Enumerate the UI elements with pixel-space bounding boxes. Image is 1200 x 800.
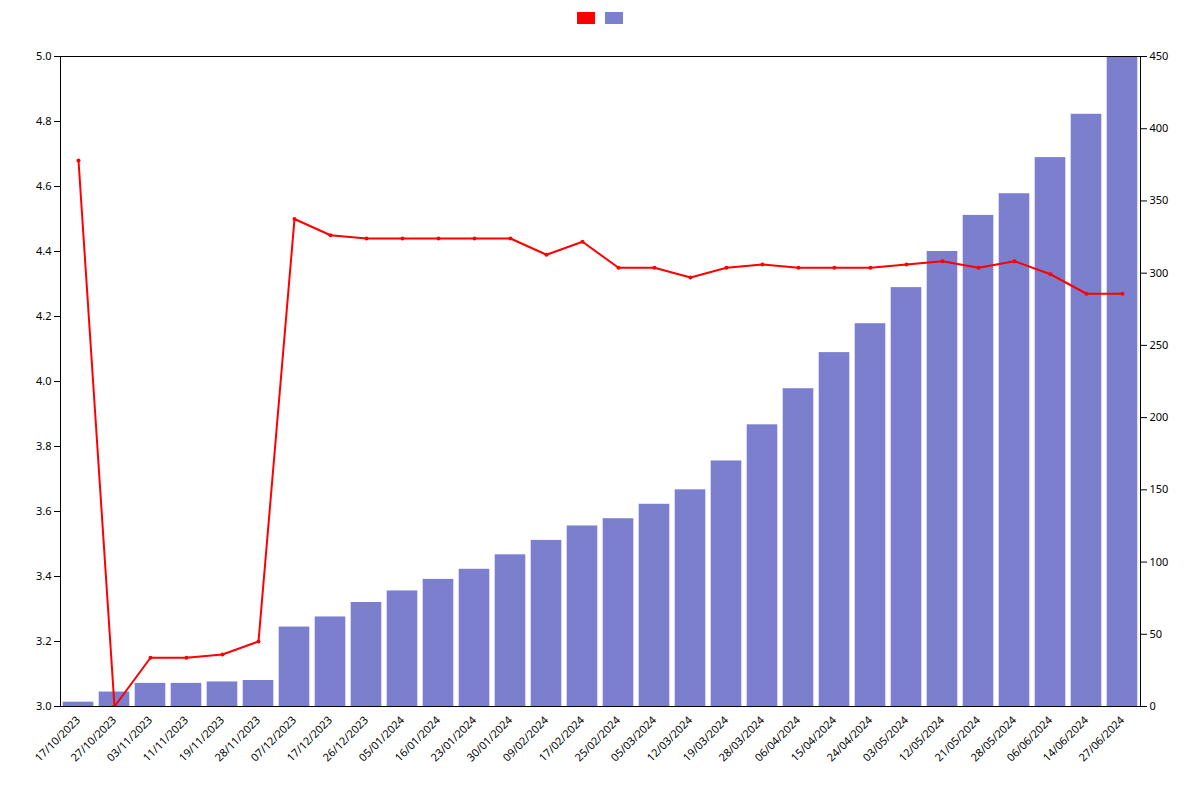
svg-text:14/06/2024: 14/06/2024 xyxy=(1039,712,1092,765)
svg-text:0: 0 xyxy=(1150,698,1156,713)
svg-text:250: 250 xyxy=(1150,337,1169,352)
svg-text:400: 400 xyxy=(1150,120,1169,135)
svg-text:450: 450 xyxy=(1150,48,1169,63)
svg-text:27/06/2024: 27/06/2024 xyxy=(1075,712,1127,764)
svg-text:28/03/2024: 28/03/2024 xyxy=(715,712,768,765)
svg-text:3.4: 3.4 xyxy=(36,568,52,583)
svg-text:12/05/2024: 12/05/2024 xyxy=(895,712,948,765)
svg-text:150: 150 xyxy=(1150,481,1169,496)
svg-text:4.8: 4.8 xyxy=(36,113,52,128)
svg-text:17/10/2023: 17/10/2023 xyxy=(31,712,84,765)
svg-text:16/01/2024: 16/01/2024 xyxy=(391,712,444,765)
svg-text:28/05/2024: 28/05/2024 xyxy=(967,712,1020,765)
svg-text:07/12/2023: 07/12/2023 xyxy=(247,712,300,765)
svg-text:28/11/2023: 28/11/2023 xyxy=(211,712,264,765)
svg-text:200: 200 xyxy=(1150,409,1169,424)
svg-text:3.0: 3.0 xyxy=(36,698,52,713)
svg-text:09/02/2024: 09/02/2024 xyxy=(499,712,552,765)
svg-text:4.0: 4.0 xyxy=(36,373,52,388)
svg-text:21/05/2024: 21/05/2024 xyxy=(931,712,984,765)
svg-text:5.0: 5.0 xyxy=(36,48,52,63)
svg-text:4.6: 4.6 xyxy=(36,178,52,193)
svg-text:25/02/2024: 25/02/2024 xyxy=(571,712,624,765)
svg-text:15/04/2024: 15/04/2024 xyxy=(787,712,840,765)
svg-text:06/04/2024: 06/04/2024 xyxy=(751,712,804,765)
svg-text:12/03/2024: 12/03/2024 xyxy=(643,712,696,765)
svg-text:27/10/2023: 27/10/2023 xyxy=(67,712,120,765)
svg-text:50: 50 xyxy=(1150,626,1163,641)
svg-text:03/05/2024: 03/05/2024 xyxy=(859,712,912,765)
svg-text:03/11/2023: 03/11/2023 xyxy=(103,712,156,765)
svg-text:06/06/2024: 06/06/2024 xyxy=(1003,712,1056,765)
svg-text:3.8: 3.8 xyxy=(36,438,52,453)
svg-text:23/01/2024: 23/01/2024 xyxy=(427,712,480,765)
svg-text:4.2: 4.2 xyxy=(36,308,52,323)
svg-text:350: 350 xyxy=(1150,192,1169,207)
svg-text:24/04/2024: 24/04/2024 xyxy=(823,712,876,765)
svg-text:100: 100 xyxy=(1150,554,1169,569)
svg-text:05/01/2024: 05/01/2024 xyxy=(355,712,408,765)
svg-text:3.2: 3.2 xyxy=(36,633,52,648)
svg-text:3.6: 3.6 xyxy=(36,503,52,518)
svg-text:19/03/2024: 19/03/2024 xyxy=(679,712,732,765)
svg-text:05/03/2024: 05/03/2024 xyxy=(607,712,660,765)
svg-text:30/01/2024: 30/01/2024 xyxy=(463,712,516,765)
svg-text:300: 300 xyxy=(1150,265,1169,280)
svg-text:26/12/2023: 26/12/2023 xyxy=(319,712,372,765)
svg-text:19/11/2023: 19/11/2023 xyxy=(175,712,228,765)
svg-text:4.4: 4.4 xyxy=(36,243,52,258)
svg-text:17/12/2023: 17/12/2023 xyxy=(283,712,336,765)
svg-text:17/02/2024: 17/02/2024 xyxy=(535,712,588,765)
svg-text:11/11/2023: 11/11/2023 xyxy=(139,712,192,765)
